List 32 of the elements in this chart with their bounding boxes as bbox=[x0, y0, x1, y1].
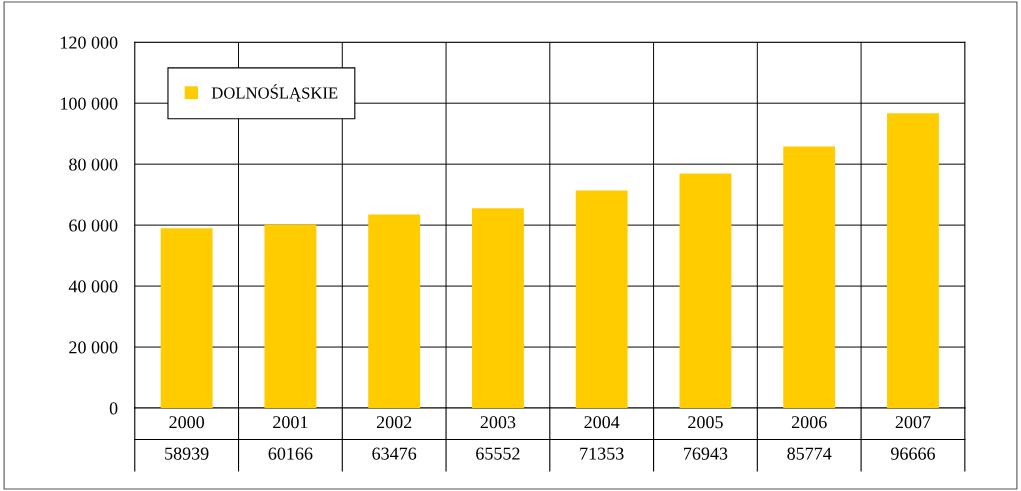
y-tick-label: 120 000 bbox=[61, 36, 118, 49]
y-tick-label: 0 bbox=[109, 402, 118, 415]
bar bbox=[264, 224, 317, 409]
data-label: 60166 bbox=[268, 447, 313, 460]
x-tick-label: 2000 bbox=[169, 416, 205, 429]
bar bbox=[887, 113, 939, 409]
y-tick-label: 40 000 bbox=[68, 280, 118, 293]
data-label: 96666 bbox=[890, 447, 935, 460]
y-tick-label: 100 000 bbox=[61, 97, 118, 110]
data-label: 58939 bbox=[165, 447, 209, 460]
y-tick-label: 60 000 bbox=[69, 219, 118, 232]
bar bbox=[679, 173, 732, 409]
bar bbox=[575, 190, 628, 409]
x-tick-label: 2007 bbox=[895, 416, 931, 429]
data-label: 65552 bbox=[476, 447, 520, 460]
x-tick-label: 2005 bbox=[688, 416, 723, 429]
data-label: 76943 bbox=[684, 447, 728, 460]
x-tick-label: 2004 bbox=[584, 416, 620, 429]
bar bbox=[368, 214, 421, 409]
y-tick-label: 20 000 bbox=[69, 341, 118, 354]
x-tick-label: 2002 bbox=[376, 416, 412, 429]
bar bbox=[160, 228, 213, 409]
x-tick-label: 2006 bbox=[791, 416, 827, 429]
data-label: 85774 bbox=[787, 447, 832, 460]
data-label: 63476 bbox=[372, 447, 417, 460]
x-tick-label: 2003 bbox=[480, 416, 516, 429]
data-label: 71353 bbox=[580, 447, 624, 460]
x-tick-label: 2001 bbox=[273, 416, 308, 429]
legend-label: DOLNOŚLĄSKIE bbox=[211, 84, 338, 102]
bar bbox=[471, 208, 524, 409]
bar bbox=[783, 146, 836, 409]
y-tick-label: 80 000 bbox=[69, 158, 118, 171]
